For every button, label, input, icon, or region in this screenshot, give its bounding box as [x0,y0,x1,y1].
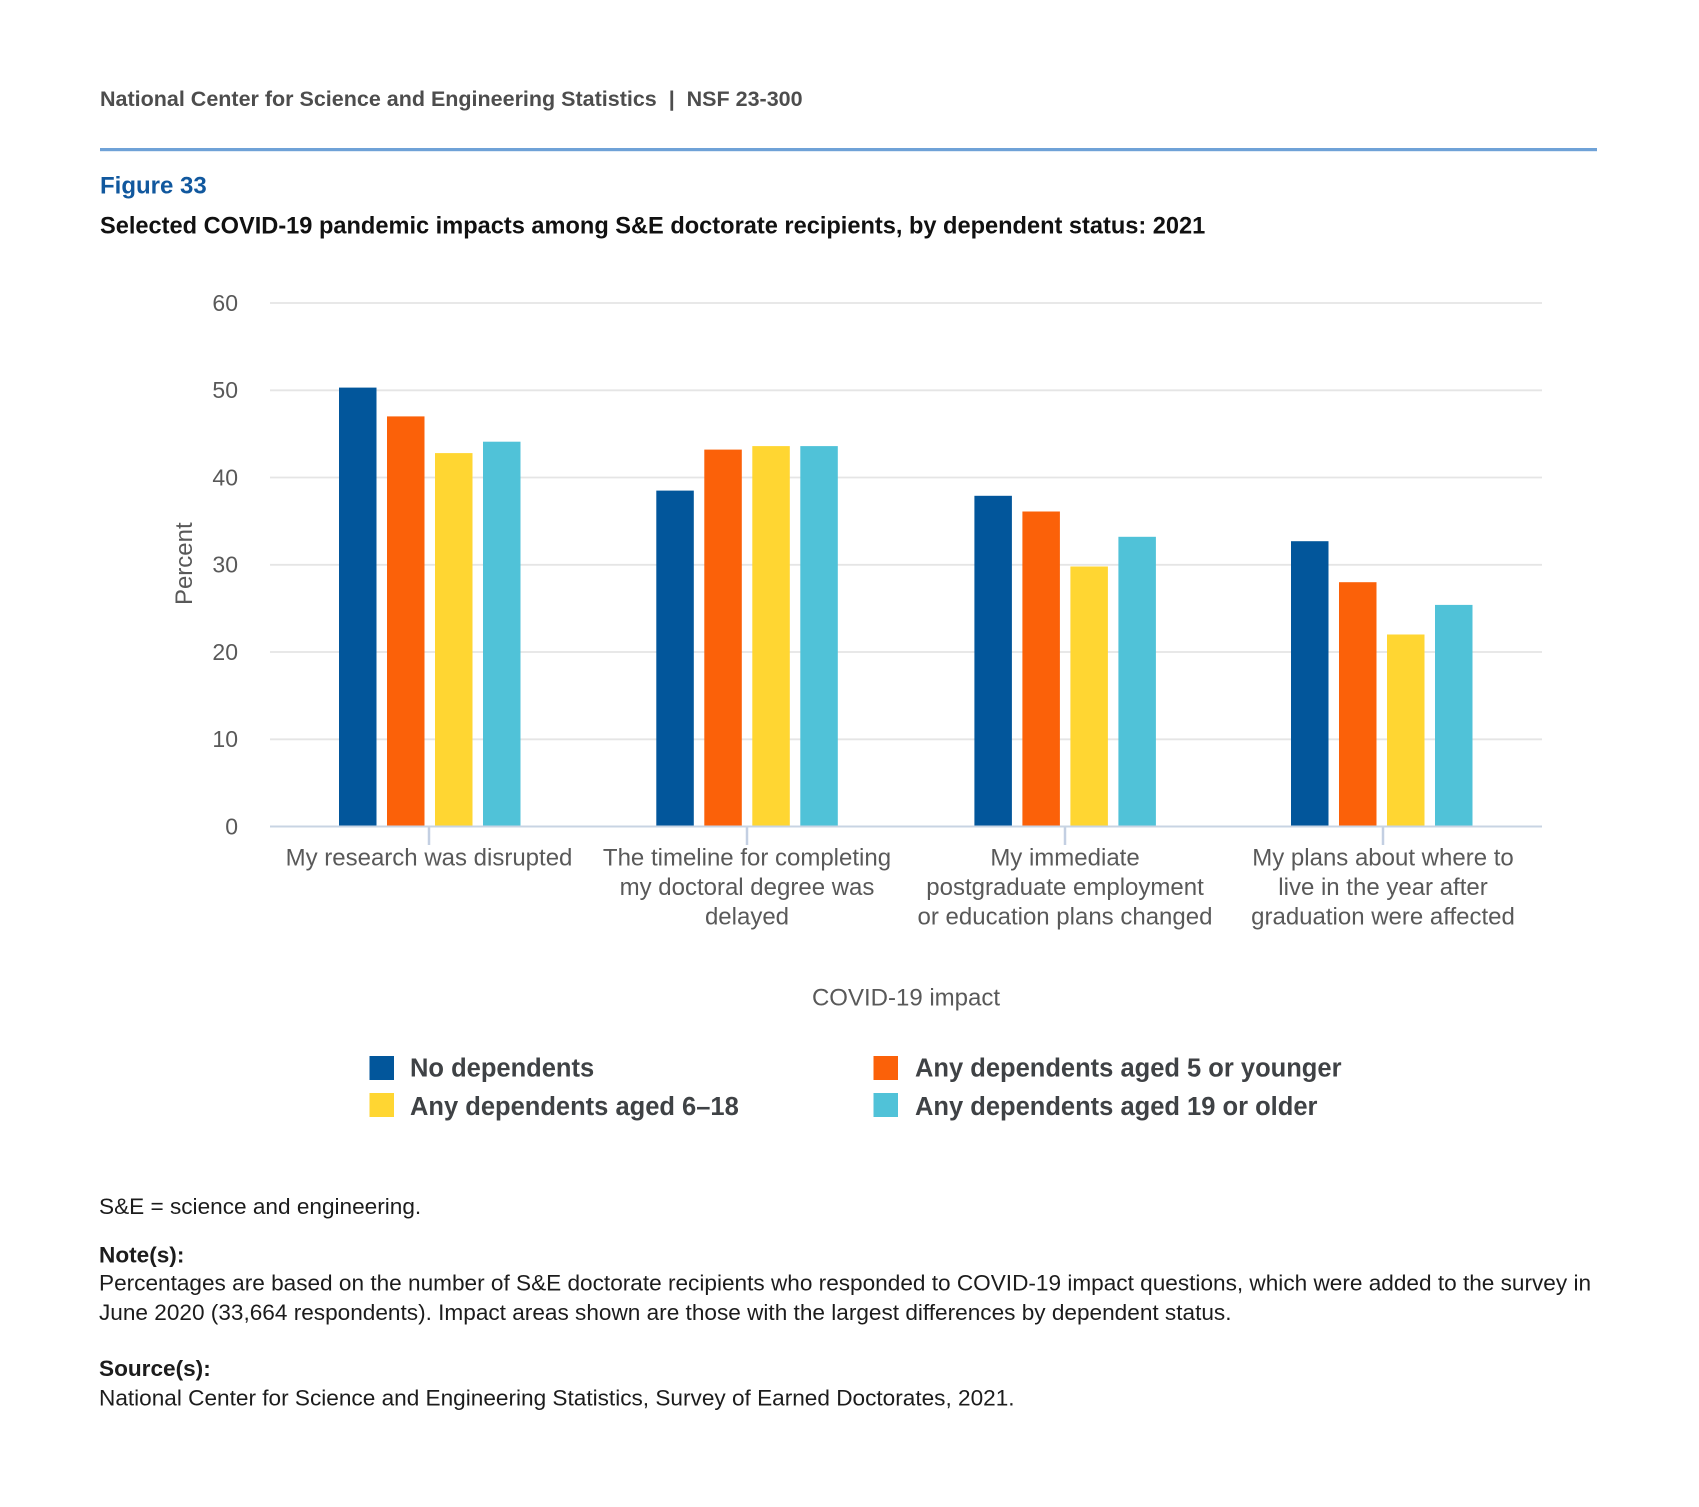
svg-text:50: 50 [212,377,238,403]
svg-text:Percent: Percent [171,522,198,605]
svg-text:live in the year after: live in the year after [1278,874,1487,901]
svg-text:60: 60 [212,290,238,316]
svg-text:30: 30 [212,552,238,578]
svg-text:S&E = science and engineering.: S&E = science and engineering. [99,1194,421,1219]
svg-text:Figure 33: Figure 33 [100,173,207,200]
svg-text:40: 40 [212,464,238,490]
svg-text:No dependents: No dependents [410,1055,594,1083]
svg-text:COVID-19 impact: COVID-19 impact [812,985,1000,1012]
svg-text:National Center for Science an: National Center for Science and Engineer… [99,1386,1015,1411]
svg-text:Any dependents aged 5 or young: Any dependents aged 5 or younger [915,1055,1342,1083]
svg-text:0: 0 [225,813,238,839]
svg-text:Any dependents aged 19 or olde: Any dependents aged 19 or older [915,1093,1317,1121]
svg-text:postgraduate employment: postgraduate employment [926,874,1204,901]
svg-text:June 2020 (33,664 respondents): June 2020 (33,664 respondents). Impact a… [99,1300,1232,1325]
svg-text:10: 10 [212,726,238,752]
svg-text:Note(s):: Note(s): [99,1243,184,1268]
svg-text:The timeline for completing: The timeline for completing [603,844,891,871]
svg-text:20: 20 [212,639,238,665]
svg-text:Percentages are based on the n: Percentages are based on the number of S… [99,1271,1591,1296]
svg-text:My plans about where to: My plans about where to [1252,844,1513,871]
svg-text:National Center for Science an: National Center for Science and Engineer… [100,87,803,111]
svg-text:Any dependents aged 6–18: Any dependents aged 6–18 [410,1093,739,1121]
svg-text:Source(s):: Source(s): [99,1356,211,1381]
svg-text:Selected COVID-19 pandemic imp: Selected COVID-19 pandemic impacts among… [100,214,1205,240]
svg-text:My immediate: My immediate [990,844,1139,871]
svg-text:delayed: delayed [705,903,789,930]
svg-text:my doctoral degree was: my doctoral degree was [620,874,875,901]
svg-text:or education plans changed: or education plans changed [918,903,1213,930]
svg-text:graduation were affected: graduation were affected [1251,903,1515,930]
svg-text:My research was disrupted: My research was disrupted [286,844,573,871]
